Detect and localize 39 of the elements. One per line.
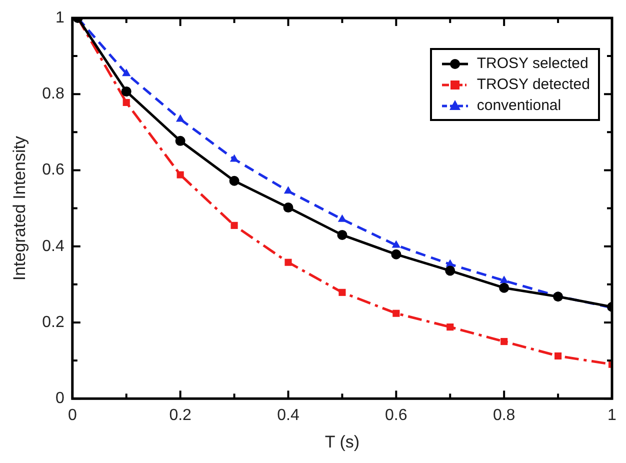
point [500, 338, 508, 346]
point [391, 249, 402, 260]
point [392, 310, 400, 317]
point [446, 324, 454, 331]
point [121, 86, 132, 96]
x-tick-label: 0.8 [492, 407, 516, 424]
point [284, 258, 292, 266]
x-tick-label: 1 [608, 407, 617, 424]
x-axis-title: T (s) [324, 432, 360, 452]
point [176, 114, 185, 122]
x-tick-label: 0.6 [385, 407, 408, 424]
point [176, 171, 184, 178]
legend-label: TROSY selected [476, 55, 588, 72]
y-tick-label: 0.2 [42, 314, 64, 331]
point [230, 222, 238, 229]
point [553, 292, 564, 302]
y-tick-label: 0.6 [42, 162, 64, 179]
point [122, 68, 131, 76]
point [500, 276, 508, 284]
point [338, 288, 346, 296]
y-tick-label: 0.8 [42, 86, 64, 103]
y-tick-label: 0.4 [42, 238, 64, 255]
x-tick-label: 0.2 [169, 407, 192, 424]
point [337, 230, 348, 240]
legend-label: conventional [476, 97, 562, 114]
y-tick-label: 0 [55, 390, 64, 408]
x-tick-label: 0.4 [277, 407, 300, 424]
x-tick-label: 0 [68, 407, 77, 424]
point [499, 282, 510, 293]
y-axis-title: Integrated Intensity [10, 136, 29, 281]
legend-label: TROSY detected [476, 76, 590, 93]
point [229, 176, 240, 186]
point [445, 266, 456, 276]
point [392, 240, 400, 248]
point [283, 202, 294, 213]
point [554, 352, 562, 360]
point [175, 136, 186, 146]
y-tick-label: 1 [55, 9, 64, 26]
point [122, 98, 130, 106]
